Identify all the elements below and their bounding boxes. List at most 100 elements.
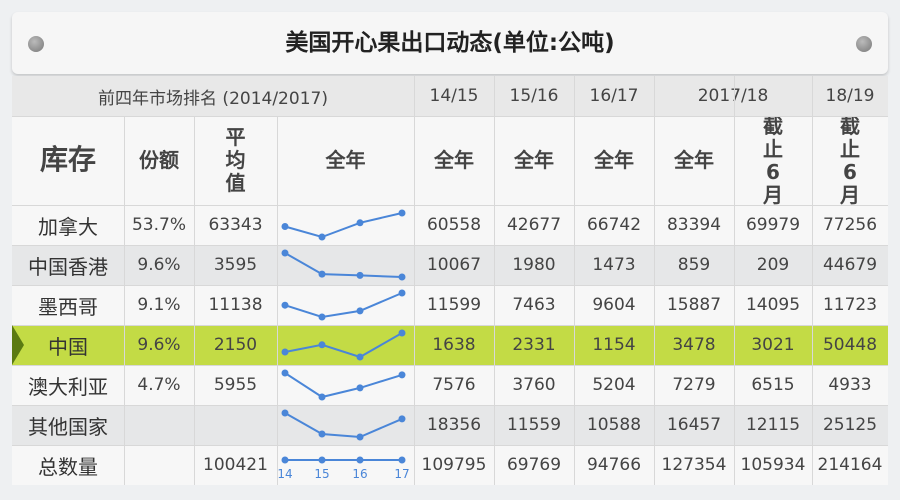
row-trend-cell	[277, 245, 414, 285]
row-value: 7463	[494, 285, 574, 325]
sparkline-point	[318, 430, 326, 438]
row-name: 总数量	[12, 445, 124, 485]
sparkline-point	[318, 270, 326, 278]
grid-line	[812, 76, 813, 485]
row-average: 100421	[194, 445, 277, 485]
sparkline-point	[398, 371, 406, 379]
header-stock: 库存	[12, 116, 124, 205]
row-value: 69769	[494, 445, 574, 485]
grid-line	[12, 205, 888, 206]
row-share: 9.1%	[124, 285, 194, 325]
row-value: 7576	[414, 365, 494, 405]
sparkline-x-label: 15	[314, 467, 329, 481]
row-value: 1473	[574, 245, 654, 285]
sparkline-point	[281, 223, 289, 230]
row-value: 10588	[574, 405, 654, 445]
row-name: 加拿大	[12, 205, 124, 245]
row-value: 209	[734, 245, 812, 285]
sparkline-point	[356, 433, 364, 441]
row-value: 6515	[734, 365, 812, 405]
row-value: 214164	[812, 445, 888, 485]
row-trend-cell	[277, 445, 414, 485]
sparkline-point	[281, 348, 289, 356]
row-name: 澳大利亚	[12, 365, 124, 405]
row-share	[124, 445, 194, 485]
header-average: 平均值	[194, 116, 277, 205]
row-share	[124, 405, 194, 445]
row-value: 44679	[812, 245, 888, 285]
page-title: 美国开心果出口动态(单位:公吨)	[285, 30, 615, 56]
grid-line	[194, 116, 195, 485]
title-bar: 美国开心果出口动态(单位:公吨)	[12, 12, 888, 74]
row-value: 94766	[574, 445, 654, 485]
row-value: 11723	[812, 285, 888, 325]
row-trend-cell	[277, 285, 414, 325]
row-value: 5204	[574, 365, 654, 405]
grid-line	[12, 285, 888, 286]
grid-line	[12, 245, 888, 246]
grid-line	[12, 365, 888, 366]
row-value: 77256	[812, 205, 888, 245]
row-average: 11138	[194, 285, 277, 325]
row-value: 14095	[734, 285, 812, 325]
header-full-year: 全年	[494, 116, 574, 205]
row-share: 4.7%	[124, 365, 194, 405]
row-trend-cell	[277, 405, 414, 445]
row-value: 11559	[494, 405, 574, 445]
row-value: 10067	[414, 245, 494, 285]
row-value: 60558	[414, 205, 494, 245]
grid-line	[12, 116, 888, 117]
sparkline-point	[356, 307, 364, 315]
sparkline-x-label: 16	[352, 467, 367, 481]
row-name: 中国	[12, 325, 124, 365]
sparkline-x-label: 17	[394, 467, 409, 481]
row-value: 9604	[574, 285, 654, 325]
row-value: 11599	[414, 285, 494, 325]
row-value: 25125	[812, 405, 888, 445]
row-value: 7279	[654, 365, 734, 405]
sparkline-point	[398, 209, 406, 217]
row-value: 83394	[654, 205, 734, 245]
sparkline-point	[318, 393, 326, 401]
header-full-year: 全年	[414, 116, 494, 205]
row-average: 3595	[194, 245, 277, 285]
row-trend-cell	[277, 365, 414, 405]
sparkline-point	[398, 456, 406, 464]
header-share: 份额	[124, 116, 194, 205]
pin-icon	[28, 36, 44, 52]
header-to-june: 截止6月	[812, 116, 888, 205]
sparkline-point	[356, 353, 364, 361]
header-year: 16/17	[574, 76, 654, 116]
row-value: 42677	[494, 205, 574, 245]
sparkline-point	[398, 273, 406, 281]
header-year: 18/19	[812, 76, 888, 116]
grid-line	[734, 76, 735, 485]
grid-line	[124, 116, 125, 485]
sparkline-x-label: 14	[277, 467, 292, 481]
sparkline-line	[284, 412, 403, 439]
row-value: 3760	[494, 365, 574, 405]
grid-line	[574, 76, 575, 485]
sparkline-line	[284, 252, 403, 278]
row-trend-cell	[277, 325, 414, 365]
row-value: 3021	[734, 325, 812, 365]
header-full-year: 全年	[654, 116, 734, 205]
row-value: 127354	[654, 445, 734, 485]
header-year: 2017/18	[654, 76, 812, 116]
sparkline-point	[281, 369, 289, 377]
grid-line	[494, 76, 495, 485]
sparkline-line	[284, 332, 403, 359]
row-value: 1980	[494, 245, 574, 285]
sparkline-point	[356, 384, 364, 392]
row-value: 18356	[414, 405, 494, 445]
sparkline-point	[281, 456, 289, 464]
sparkline-point	[281, 409, 289, 417]
row-average: 63343	[194, 205, 277, 245]
grid-line	[12, 405, 888, 406]
row-value: 69979	[734, 205, 812, 245]
row-share: 9.6%	[124, 325, 194, 365]
sparkline-point	[318, 341, 326, 349]
sparkline-point	[318, 456, 326, 464]
sparkline-point	[398, 415, 406, 423]
